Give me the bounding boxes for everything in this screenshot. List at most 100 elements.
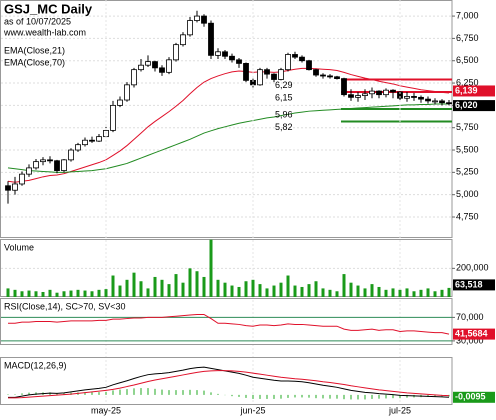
- candle-body: [180, 34, 186, 46]
- histogram-bar: [14, 394, 16, 395]
- histogram-bar: [182, 390, 184, 395]
- volume-bar: [62, 291, 66, 297]
- volume-bar: [13, 289, 17, 297]
- histogram-bar: [280, 394, 282, 399]
- candle-body: [166, 59, 172, 73]
- volume-bar: [209, 239, 213, 297]
- volume-bar: [153, 276, 157, 297]
- histogram-bar: [392, 394, 394, 399]
- volume-bar: [272, 285, 276, 297]
- volume-bar: [76, 289, 80, 297]
- histogram-bar: [427, 394, 429, 397]
- candle-body: [75, 144, 81, 151]
- histogram-bar: [385, 394, 387, 399]
- volume-bar: [370, 284, 374, 297]
- histogram-bar: [343, 394, 345, 400]
- y-tick-label: 6,500: [456, 55, 479, 65]
- histogram-bar: [210, 392, 212, 395]
- histogram-bar: [259, 394, 261, 399]
- volume-bar: [447, 287, 451, 297]
- histogram-bar: [7, 394, 9, 395]
- candle-body: [313, 69, 319, 76]
- volume-bar: [90, 291, 94, 297]
- candle-body: [33, 161, 39, 169]
- histogram-bar: [448, 394, 450, 397]
- histogram-bar: [238, 394, 240, 397]
- histogram-bar: [322, 394, 324, 399]
- candle-body: [397, 91, 403, 99]
- histogram-bar: [28, 392, 30, 395]
- volume-bar: [118, 285, 122, 297]
- volume-bar: [237, 286, 241, 297]
- candle-body: [215, 51, 221, 56]
- histogram-bar: [189, 389, 191, 395]
- candle-body: [173, 44, 179, 61]
- candle-body: [425, 98, 431, 102]
- y-tick-label: 30,000: [456, 335, 484, 345]
- volume-bar: [104, 289, 108, 297]
- volume-bar: [34, 291, 38, 297]
- y-tick-label: 6,250: [456, 77, 479, 87]
- histogram-bar: [112, 390, 114, 395]
- line: [8, 366, 450, 398]
- histogram-bar: [175, 390, 177, 395]
- subtitle: as of 10/07/2025: [4, 16, 71, 26]
- value-label: 6,020: [455, 100, 478, 110]
- volume-bar: [69, 290, 73, 297]
- volume-bar: [300, 286, 304, 297]
- candle-body: [12, 183, 18, 191]
- histogram-bar: [84, 392, 86, 395]
- candle-body: [369, 90, 375, 95]
- histogram-bar: [49, 392, 51, 395]
- volume-bar: [265, 288, 269, 297]
- value-label-box: [453, 391, 495, 403]
- candle-body: [264, 69, 270, 75]
- legend-entry: EMA(Close,70): [4, 57, 65, 67]
- volume-bar: [384, 289, 388, 297]
- line: [8, 370, 450, 399]
- candle-body: [152, 61, 158, 69]
- volume-bar: [307, 284, 311, 297]
- panel-title: MACD(12,26,9): [4, 360, 67, 370]
- value-label: 41,5684: [455, 328, 488, 338]
- line: [8, 313, 450, 335]
- volume-bar: [48, 289, 52, 297]
- volume-bar: [433, 291, 437, 297]
- volume-bar: [244, 281, 248, 297]
- level-label: 6,29: [275, 80, 293, 90]
- candle-body: [131, 69, 137, 86]
- histogram-bar: [63, 393, 65, 395]
- y-tick-label: 7,000: [456, 10, 479, 20]
- volume-bar: [426, 288, 430, 297]
- volume-bar: [181, 282, 185, 297]
- volume-bar: [41, 291, 45, 297]
- panel: [0, 298, 453, 345]
- histogram-bar: [133, 388, 135, 395]
- candle-body: [278, 69, 284, 80]
- legend-entry: EMA(Close,21): [4, 45, 65, 55]
- candle-body: [327, 75, 333, 78]
- level-label: 5,96: [275, 109, 293, 119]
- volume-bar: [251, 279, 255, 297]
- candle-body: [292, 54, 298, 58]
- volume-bar: [335, 291, 339, 297]
- value-label: 6,139: [455, 85, 478, 95]
- candle-body: [355, 95, 361, 98]
- histogram-bar: [231, 394, 233, 397]
- y-tick-label: 5,750: [456, 122, 479, 132]
- candle-body: [19, 173, 25, 185]
- volume-bar: [174, 274, 178, 297]
- panel-title: Volume: [4, 242, 34, 252]
- candle-body: [439, 100, 445, 104]
- x-tick-label: jun-25: [239, 405, 265, 415]
- volume-bar: [419, 289, 423, 297]
- candle-body: [124, 84, 130, 101]
- histogram-bar: [252, 394, 254, 399]
- line: [7, 103, 449, 173]
- panel: [0, 0, 453, 238]
- y-tick-label: 5,250: [456, 167, 479, 177]
- histogram-bar: [336, 394, 338, 399]
- panel-title: RSI(Close,14), SC>70, SV<30: [4, 301, 126, 311]
- candle-body: [26, 167, 32, 175]
- volume-bar: [6, 288, 10, 297]
